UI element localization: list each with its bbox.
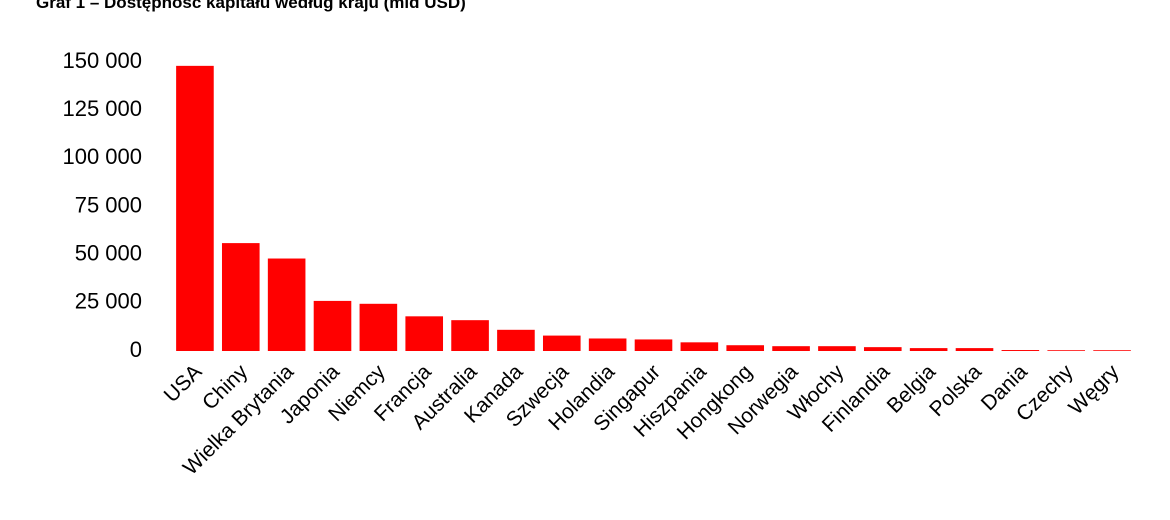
bar [359,303,398,351]
y-tick-label: 150 000 [62,48,142,73]
y-tick-label: 100 000 [62,144,142,169]
bar [634,339,673,351]
y-tick-label: 25 000 [75,289,142,314]
y-tick-label: 0 [130,337,142,362]
bar [1093,350,1131,351]
bar [451,320,489,351]
bar [1001,350,1040,351]
bar [221,243,260,351]
y-tick-label: 125 000 [62,96,142,121]
y-tick-label: 50 000 [75,240,142,265]
bar [726,345,765,351]
bar [955,348,994,351]
bar [818,346,856,351]
bar [680,342,719,351]
y-tick-label: 75 000 [75,192,142,217]
x-tick-label: Węgry [1064,360,1124,420]
bar [176,65,214,351]
bar [909,348,948,351]
chart-title: Graf 1 – Dostępność kapitału według kraj… [36,0,466,12]
bar [772,346,810,351]
bar [313,300,352,351]
bar [863,347,902,351]
bar [267,258,306,351]
bar [588,338,627,351]
x-tick-label: Polska [925,360,986,421]
bar [497,329,535,351]
bar [1047,350,1086,351]
bar [542,335,581,351]
bar [405,316,444,351]
